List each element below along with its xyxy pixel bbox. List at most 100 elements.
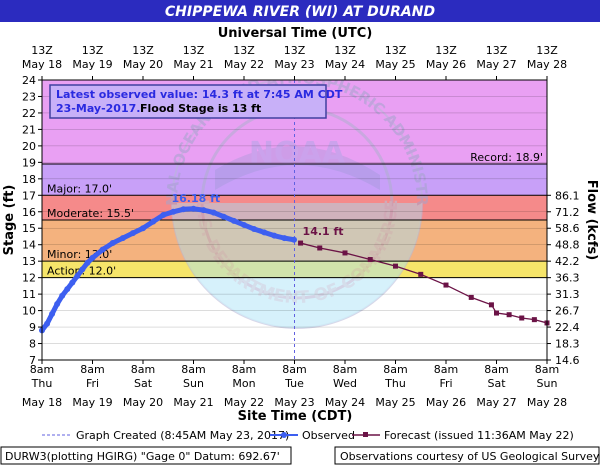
forecast-point [342,250,348,256]
x-tick-date: May 18 [22,396,62,409]
observed-point [64,286,71,293]
observed-point [44,320,51,327]
x-tick-date: May 23 [274,396,314,409]
x-tick-time: 8am [131,363,155,376]
y-tick-label: 14 [22,239,36,252]
x-tick-time: 8am [80,363,104,376]
observed-point [84,259,91,266]
y-tick-label: 10 [22,305,36,318]
y-tick-label: 9 [29,321,36,334]
y-tick-label: 18 [22,173,36,186]
observed-point [241,221,247,228]
y2-tick-label: 36.3 [555,272,580,285]
observed-point [119,235,126,242]
x-tick-date: May 19 [72,396,112,409]
footer-right-box [334,446,600,465]
observed-point [200,207,207,214]
x-tick-day: Fri [86,377,99,390]
x-tick-date: May 27 [476,396,516,409]
series-layer [39,205,550,334]
forecast-point [393,263,398,269]
legend-observed-label: Observed [302,429,355,442]
forecast-point [418,271,424,277]
observed-point [49,310,56,317]
forecast-point [494,310,499,316]
top-axis-title: Universal Time (UTC) [218,26,373,41]
y-tick-label: 19 [22,156,36,169]
top-tick-hour: 13Z [536,44,558,57]
y-tick-label: 8 [29,338,36,351]
x-tick-day: Sat [487,377,506,390]
x-tick-time: 8am [282,363,306,376]
top-tick-hour: 13Z [31,44,53,57]
x-tick-time: 8am [181,363,205,376]
observed-point [59,292,66,299]
top-tick-date: May 18 [22,58,62,71]
x-tick-time: 8am [434,363,458,376]
x-tick-time: 8am [30,363,54,376]
y2-tick-label: 18.3 [555,338,580,351]
legend-created-label: Graph Created (8:45AM May 23, 2017) [76,429,289,442]
y-tick-label: 20 [22,140,36,153]
forecast-point [519,315,525,321]
y2-tick-label: 48.8 [555,239,580,252]
y-tick-label: 12 [22,272,36,285]
y-axis-title: Stage (ft) [2,185,17,256]
flood-label-record: Record: 18.9' [470,151,543,164]
y2-tick-label: 31.3 [555,288,580,301]
watermark-center-text: NOAA [249,136,346,171]
top-tick-date: May 28 [527,58,567,71]
latest-value-box: Latest observed value: 14.3 ft at 7:45 A… [49,84,343,119]
forecast-point [531,317,537,323]
y-tick-label: 11 [22,288,36,301]
forecast-point [298,240,304,246]
observed-point [89,254,96,261]
y-tick-label: 17 [22,189,36,202]
peak-label: 16.18 ft [172,192,221,205]
x-tick-time: 8am [383,363,407,376]
observed-point [281,235,288,242]
y-tick-label: 15 [22,222,36,235]
top-tick-date: May 20 [123,58,163,71]
legend-forecast-marker [363,432,368,437]
x-tick-date: May 26 [426,396,466,409]
x-tick-day: Thu [31,377,53,390]
top-tick-hour: 13Z [284,44,306,57]
top-tick-date: May 27 [476,58,516,71]
top-tick-hour: 13Z [183,44,205,57]
title-bar [0,0,600,22]
forecast-start-label: 14.1 ft [303,225,344,238]
observed-point [271,232,278,239]
x-tick-time: 8am [333,363,357,376]
y-tick-label: 21 [22,123,36,136]
y2-tick-label: 58.6 [555,222,580,235]
top-tick-hour: 13Z [132,44,154,57]
y-tick-label: 13 [22,255,36,268]
legend-observed-marker [281,432,287,438]
y2-tick-label: 86.1 [555,189,580,202]
top-tick-hour: 13Z [82,44,104,57]
y2-tick-label: 42.2 [555,255,580,268]
observed-point [129,230,136,237]
observed-point [190,205,197,212]
x-tick-day: Fri [439,377,452,390]
observed-point [54,301,61,307]
x-axis-title: Site Time (CDT) [238,409,353,424]
x-tick-day: Thu [384,377,406,390]
x-tick-date: May 20 [123,396,163,409]
observed-point [170,208,177,215]
observed-point [99,246,106,253]
x-tick-time: 8am [232,363,256,376]
x-tick-date: May 28 [527,396,567,409]
legend-forecast-label: Forecast (issued 11:36AM May 22) [384,429,574,442]
observed-point [261,229,268,236]
latest-value-date: 23-May-2017. [56,102,140,115]
top-tick-hour: 13Z [334,44,356,57]
footer-left-box [0,446,292,465]
annotations: 16.18 ft 14.1 ft [172,192,344,238]
flood-label-moderate: Moderate: 15.5' [47,207,134,220]
y2-tick-label: 71.2 [555,206,580,219]
observed-point [140,225,146,232]
